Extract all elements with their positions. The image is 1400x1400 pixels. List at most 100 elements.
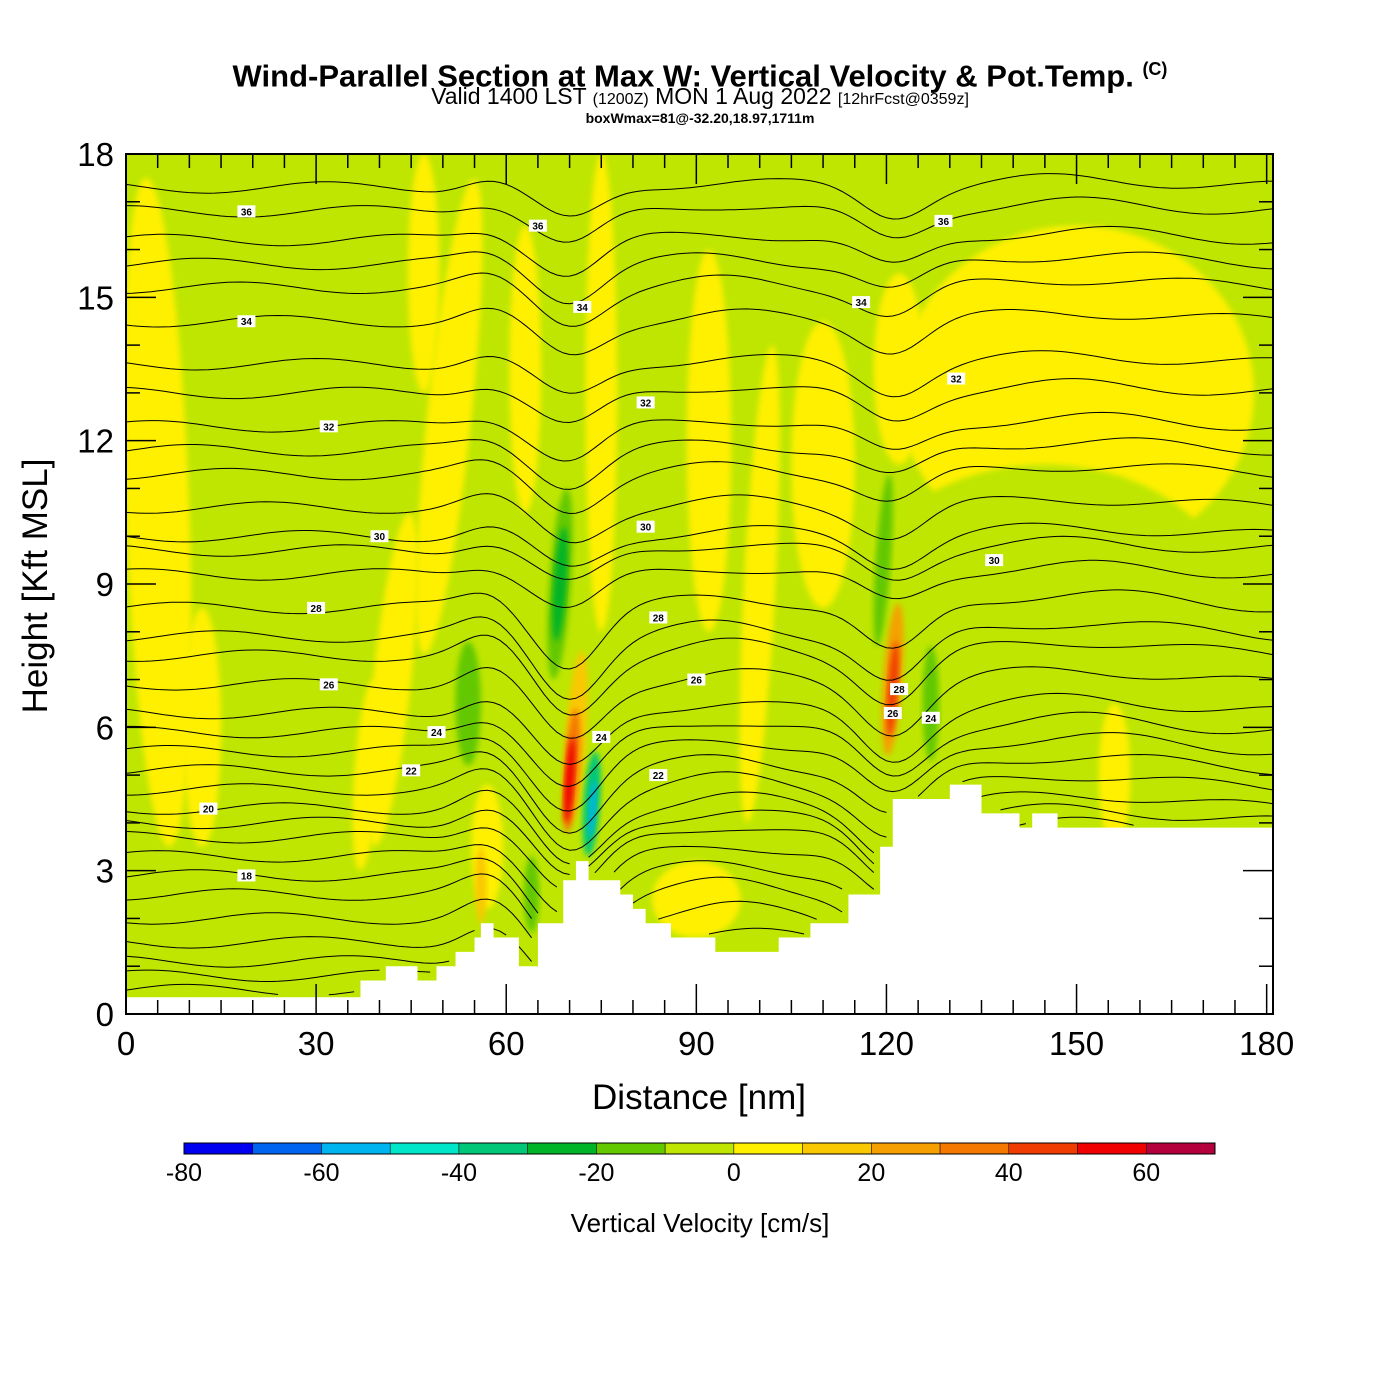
velocity-region-11: [791, 321, 855, 608]
velocity-region-21: [564, 736, 575, 823]
colorbar-tick-label: -40: [441, 1159, 477, 1187]
chart-title-text: Wind-Parallel Section at Max W: Vertical…: [232, 58, 1134, 94]
colorbar-swatch: [664, 1142, 735, 1155]
x-tick-label: 120: [859, 1025, 914, 1062]
theta-contour-label: 36: [934, 214, 953, 228]
theta-contour-label-text: 28: [894, 685, 906, 696]
colorbar-tick-label: 40: [995, 1159, 1023, 1187]
theta-contour-label: 20: [199, 802, 218, 816]
velocity-region-12: [651, 861, 741, 938]
colorbar-swatch: [1008, 1142, 1078, 1155]
valid-time-line: Valid 1400 LST (1200Z) MON 1 Aug 2022 [1…: [0, 84, 1400, 112]
theta-contour-label: 28: [649, 611, 668, 624]
theta-contour-line: [126, 173, 1273, 220]
colorbar-swatch: [458, 1142, 528, 1155]
y-tick-label: 12: [77, 423, 114, 460]
theta-contour-label-text: 24: [596, 733, 608, 744]
velocity-region-31: [1098, 703, 1131, 847]
x-tick-label: 150: [1049, 1025, 1104, 1062]
theta-contour-label: 34: [852, 296, 871, 309]
theta-contour-label: 30: [370, 530, 389, 543]
colorbar-swatch: [733, 1142, 803, 1155]
terrain-mask: [126, 784, 1273, 1014]
theta-contour-line: [126, 983, 355, 996]
x-tick-label: 30: [298, 1025, 335, 1062]
theta-contour-line: [126, 459, 1273, 515]
x-tick-label: 180: [1239, 1025, 1294, 1062]
contour-labels: 18 20 22 24 26 28 30 32 34 36 24 22 26 28 30 32 34 36 28 26…: [199, 205, 1004, 882]
velocity-region-6: [352, 679, 382, 871]
velocity-region-8: [585, 154, 618, 632]
theta-contour-line: [126, 857, 843, 914]
velocity-region-3: [407, 154, 440, 393]
theta-contour-line: [126, 692, 1273, 765]
velocity-region-26: [873, 273, 925, 465]
theta-contour-label-text: 24: [431, 728, 443, 739]
y-tick-label: 9: [96, 566, 114, 603]
theta-contour-line: [126, 493, 1273, 544]
velocity-region-29: [873, 474, 893, 646]
theta-contour-label-text: 26: [323, 680, 335, 691]
forecast-info: [12hrFcst@0359z]: [837, 91, 969, 108]
theta-contour-label-text: 18: [241, 871, 253, 882]
theta-contour-line: [126, 873, 843, 919]
theta-contour-label: 32: [319, 420, 338, 433]
theta-contour-line: [126, 272, 1273, 327]
theta-contour-label: 36: [528, 219, 547, 233]
velocity-region-2: [183, 607, 222, 847]
x-axis-label: Distance [nm]: [592, 1078, 806, 1117]
theta-contour-label-text: 30: [989, 556, 1001, 567]
theta-contour-label-text: 24: [925, 714, 937, 725]
theta-contour-label: 34: [237, 315, 256, 328]
colorbar-tick-label: 60: [1132, 1159, 1160, 1187]
theta-contour-label-text: 30: [374, 532, 386, 543]
theta-contour-line: [126, 522, 1273, 570]
x-tick-label: 90: [678, 1025, 715, 1062]
theta-contour-label-text: 22: [653, 771, 665, 782]
velocity-region-16: [523, 856, 540, 933]
y-tick-label: 18: [77, 136, 114, 173]
theta-contour-label-text: 36: [938, 217, 950, 228]
theta-contour-line: [126, 378, 1273, 424]
colorbar-tick-label: -60: [303, 1159, 339, 1187]
colorbar-swatch: [527, 1142, 597, 1155]
theta-contour-line: [126, 411, 1273, 462]
theta-contour-line: [126, 225, 1273, 277]
y-tick-label: 3: [96, 853, 114, 890]
y-tick-label: 0: [96, 996, 114, 1033]
velocity-region-15: [475, 846, 487, 924]
velocity-region-7: [509, 225, 542, 513]
theta-contour-line: [126, 803, 1273, 875]
theta-contour-label: 24: [592, 730, 611, 744]
theta-contour-label-text: 26: [887, 709, 899, 720]
theta-contour-label-text: 32: [640, 398, 652, 409]
colorbar-title: Vertical Velocity [cm/s]: [571, 1208, 830, 1238]
x-tick-label: 60: [488, 1025, 525, 1062]
velocity-region-30: [922, 646, 940, 761]
theta-contour-label: 18: [237, 869, 256, 882]
theta-contour-line: [126, 616, 1273, 700]
chart-title: Wind-Parallel Section at Max W: Vertical…: [0, 52, 1400, 93]
theta-contour-line: [126, 307, 1273, 356]
velocity-region-4: [415, 179, 483, 655]
theta-contour-line: [126, 559, 1273, 609]
theta-contour-label-text: 34: [241, 317, 253, 328]
theta-contour-label: 36: [237, 205, 256, 218]
velocity-region-18: [552, 526, 568, 642]
theta-contour-label: 22: [402, 764, 421, 777]
y-tick-label: 6: [96, 709, 114, 746]
velocity-region-14: [455, 641, 481, 766]
theta-contour-line: [126, 711, 1273, 787]
theta-contour-line: [126, 844, 875, 913]
theta-contour-label-text: 32: [323, 422, 335, 433]
colorbar-swatch: [802, 1142, 872, 1155]
theta-contour-label-text: 36: [241, 207, 253, 218]
theta-contour-label-text: 32: [951, 375, 963, 386]
theta-contour-label-text: 26: [691, 676, 703, 687]
x-tick-label: 0: [117, 1025, 135, 1062]
theta-contour-label-text: 34: [577, 303, 589, 314]
colorbar-swatch: [939, 1142, 1010, 1155]
theta-contour-label: 28: [890, 683, 909, 696]
theta-contour-line: [126, 751, 1273, 834]
